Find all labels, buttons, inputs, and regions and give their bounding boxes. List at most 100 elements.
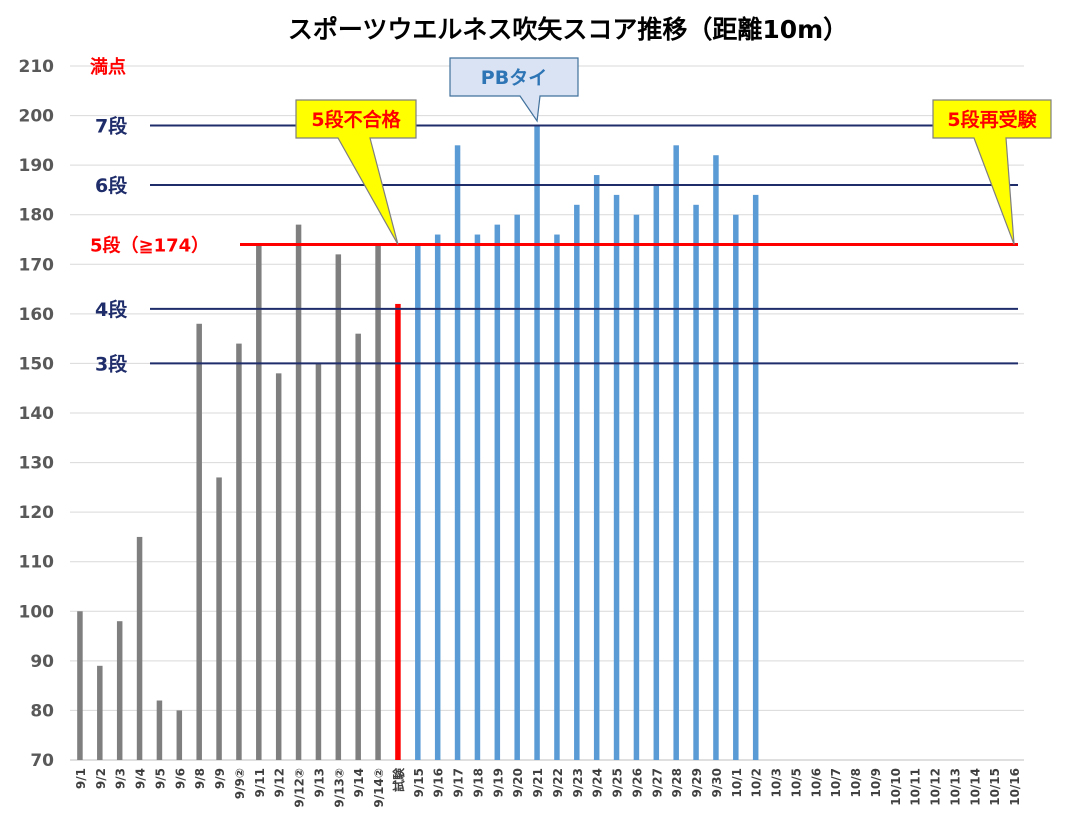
bar <box>454 145 461 761</box>
x-tick-label: 9/5 <box>153 768 167 789</box>
x-tick-label: 9/13② <box>332 768 346 808</box>
y-tick-label: 180 <box>19 206 55 226</box>
bar <box>97 665 103 760</box>
x-tick-label: 9/22 <box>551 768 565 797</box>
y-tick-label: 90 <box>30 652 54 672</box>
x-tick-label: 9/9 <box>213 768 227 789</box>
reference-label: 満点 <box>90 56 126 78</box>
x-tick-label: 10/11 <box>909 768 923 806</box>
y-tick-label: 170 <box>19 255 55 275</box>
callout-text: 5段不合格 <box>311 108 401 131</box>
x-tick-label: 9/12 <box>273 768 287 797</box>
bars <box>77 125 759 761</box>
x-tick-label: 10/14 <box>968 768 982 806</box>
y-tick-label: 80 <box>30 701 54 721</box>
x-tick-label: 10/2 <box>750 768 764 797</box>
x-tick-label: 10/15 <box>988 768 1002 806</box>
bar <box>574 204 580 761</box>
bar <box>673 145 679 761</box>
bar <box>295 224 302 761</box>
bar <box>415 244 421 760</box>
x-tick-label: 9/14 <box>352 768 366 797</box>
bar <box>593 175 600 761</box>
x-tick-label: 9/2 <box>94 768 108 789</box>
reference-label: 4段 <box>95 298 128 321</box>
bar <box>713 155 719 760</box>
x-tick-label: 9/3 <box>114 768 128 789</box>
x-tick-label: 10/3 <box>770 768 784 797</box>
y-tick-label: 100 <box>19 602 55 622</box>
x-tick-label: 10/6 <box>809 768 823 797</box>
bar <box>534 125 540 760</box>
x-tick-label: 9/18 <box>471 768 485 797</box>
y-tick-label: 200 <box>19 107 55 127</box>
x-tick-label: 10/10 <box>889 768 903 806</box>
x-tick-label: 9/20 <box>511 768 525 797</box>
x-tick-label: 9/4 <box>134 768 148 789</box>
callout-box <box>295 99 417 245</box>
reference-label: 6段 <box>95 174 128 197</box>
bar <box>633 214 640 760</box>
x-tick-label: 9/6 <box>173 768 187 789</box>
bar <box>116 621 123 760</box>
x-axis-ticks: 9/1 9/2 9/3 9/4 9/5 9/6 9/8 9/9 9/9② 9/11 9/12 9/12… <box>74 767 1022 808</box>
y-tick-label: 140 <box>19 404 55 424</box>
x-tick-label: 10/5 <box>789 768 803 797</box>
bar <box>335 254 342 760</box>
x-tick-label: 9/8 <box>193 768 207 789</box>
y-tick-label: 160 <box>19 305 55 325</box>
x-tick-label: 10/12 <box>929 768 943 806</box>
bar <box>136 536 143 760</box>
y-tick-label: 120 <box>19 503 55 523</box>
bar <box>216 477 222 760</box>
callout-text: 5段再受験 <box>947 108 1037 131</box>
y-axis-ticks: 70 80 90 100 110 120 130 140 150 160 170 180 190 200 2… <box>19 57 55 771</box>
callout-box <box>449 57 579 123</box>
x-tick-label: 9/26 <box>630 768 644 797</box>
bar <box>514 214 520 760</box>
x-tick-label: 9/27 <box>650 768 664 797</box>
bar <box>355 333 361 760</box>
bar <box>196 323 202 760</box>
x-tick-label: 9/21 <box>531 768 545 797</box>
bar <box>176 710 183 760</box>
bar <box>613 194 620 760</box>
bar <box>256 244 262 760</box>
bar <box>236 343 242 760</box>
y-tick-label: 210 <box>19 57 55 77</box>
bar <box>275 373 282 760</box>
x-tick-label: 9/15 <box>412 768 426 797</box>
x-tick-label: 10/1 <box>730 768 744 797</box>
x-tick-label: 9/29 <box>690 768 704 797</box>
bar <box>733 214 739 760</box>
y-tick-label: 150 <box>19 354 55 374</box>
x-tick-label: 10/9 <box>869 768 883 797</box>
bar <box>693 204 699 761</box>
x-tick-label: 9/19 <box>491 768 505 797</box>
y-tick-label: 130 <box>19 454 55 474</box>
reference-label: 3段 <box>95 352 128 375</box>
x-tick-label: 9/25 <box>611 768 625 797</box>
reference-label: 7段 <box>95 114 128 137</box>
x-tick-label: 9/13 <box>312 768 326 797</box>
callouts: 5段不合格 PBタイ 5段再受験 <box>295 57 1052 245</box>
reference-lines: 満点 7段 6段 5段（≧174） 4段 3段 <box>90 56 1018 375</box>
y-tick-label: 70 <box>30 751 54 771</box>
x-tick-label: 9/17 <box>452 768 466 797</box>
bar <box>494 224 501 761</box>
bar <box>653 184 660 760</box>
x-tick-label: 9/23 <box>571 768 585 797</box>
x-tick-label: 9/14② <box>372 768 386 808</box>
bar <box>434 234 441 761</box>
bar <box>315 363 322 760</box>
callout-box <box>932 99 1052 245</box>
bar <box>752 194 759 760</box>
x-tick-label: 9/30 <box>710 768 724 797</box>
x-tick-label: 10/8 <box>849 768 863 797</box>
y-tick-label: 110 <box>19 553 55 573</box>
y-tick-label: 190 <box>19 156 55 176</box>
bar <box>554 234 560 761</box>
x-tick-label: 9/12② <box>293 768 307 808</box>
callout-text: PBタイ <box>481 67 547 89</box>
